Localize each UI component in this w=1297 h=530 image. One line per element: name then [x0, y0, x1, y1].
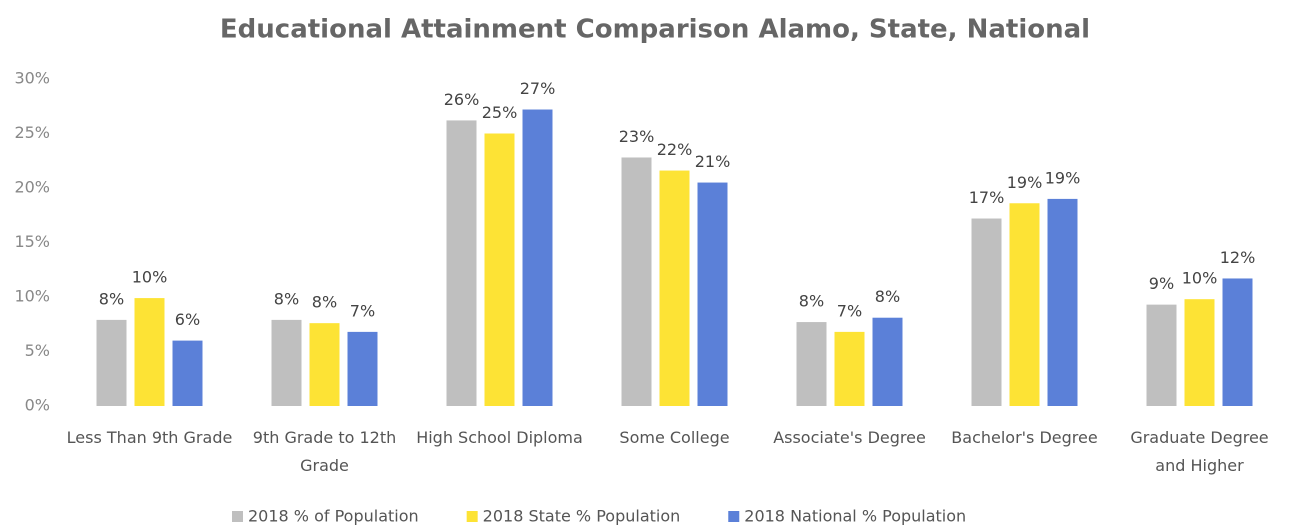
- data-label: 12%: [1220, 248, 1256, 267]
- data-label: 10%: [1182, 269, 1218, 288]
- bar: [659, 170, 690, 406]
- data-label: 25%: [482, 103, 518, 122]
- y-tick-label: 25%: [14, 123, 50, 142]
- bar: [1222, 278, 1253, 406]
- data-label: 7%: [837, 301, 862, 320]
- legend-swatch: [466, 511, 478, 522]
- y-tick-label: 20%: [14, 178, 50, 197]
- bar: [309, 323, 340, 406]
- legend-label: 2018 % of Population: [248, 507, 419, 526]
- data-label: 8%: [99, 289, 124, 308]
- legend-label: 2018 State % Population: [483, 507, 681, 526]
- x-tick-label: 9th Grade to 12th Grade: [252, 428, 397, 475]
- x-tick-label: Some College: [619, 428, 730, 447]
- y-tick-label: 5%: [25, 341, 50, 360]
- data-label: 8%: [799, 292, 824, 311]
- bar: [172, 340, 203, 406]
- bar: [347, 331, 378, 406]
- data-label: 8%: [875, 287, 900, 306]
- y-tick-label: 10%: [14, 287, 50, 306]
- y-tick-label: 0%: [25, 396, 50, 415]
- bar: [1009, 203, 1040, 406]
- data-label: 9%: [1149, 274, 1174, 293]
- bar: [872, 317, 903, 406]
- data-label: 19%: [1045, 168, 1081, 187]
- data-label: 23%: [619, 127, 655, 146]
- bar: [96, 319, 127, 406]
- data-label: 26%: [444, 90, 480, 109]
- data-label: 27%: [520, 79, 556, 98]
- legend-swatch: [728, 511, 740, 522]
- data-label: 17%: [969, 188, 1005, 207]
- y-tick-label: 15%: [14, 232, 50, 251]
- bar: [971, 218, 1002, 406]
- bar: [697, 182, 728, 406]
- y-tick-label: 30%: [14, 69, 50, 88]
- bar: [484, 133, 515, 406]
- bar: [1047, 198, 1078, 406]
- data-label: 19%: [1007, 173, 1043, 192]
- x-tick-label: Associate's Degree: [773, 428, 926, 447]
- legend-swatch: [232, 511, 243, 522]
- bar: [1146, 304, 1177, 406]
- x-tick-label: High School Diploma: [416, 428, 583, 447]
- bar: [271, 319, 302, 406]
- bar: [1184, 299, 1215, 406]
- x-tick-label: Less Than 9th Grade: [66, 428, 233, 447]
- legend-label: 2018 National % Population: [744, 507, 966, 526]
- x-tick-label: Bachelor's Degree: [951, 428, 1098, 447]
- data-label: 22%: [657, 140, 693, 159]
- bar: [446, 120, 477, 407]
- data-label: 7%: [350, 301, 375, 320]
- data-label: 8%: [274, 289, 299, 308]
- data-label: 10%: [132, 268, 168, 287]
- bar: [834, 331, 865, 406]
- bar: [134, 298, 165, 406]
- chart-title: Educational Attainment Comparison Alamo,…: [220, 15, 1090, 45]
- bar: [621, 157, 652, 406]
- x-tick-label: Graduate Degree and Higher: [1130, 428, 1269, 475]
- data-label: 21%: [695, 152, 731, 171]
- data-label: 6%: [175, 310, 200, 329]
- bar: [522, 109, 553, 407]
- data-label: 8%: [312, 293, 337, 312]
- bar: [796, 322, 827, 406]
